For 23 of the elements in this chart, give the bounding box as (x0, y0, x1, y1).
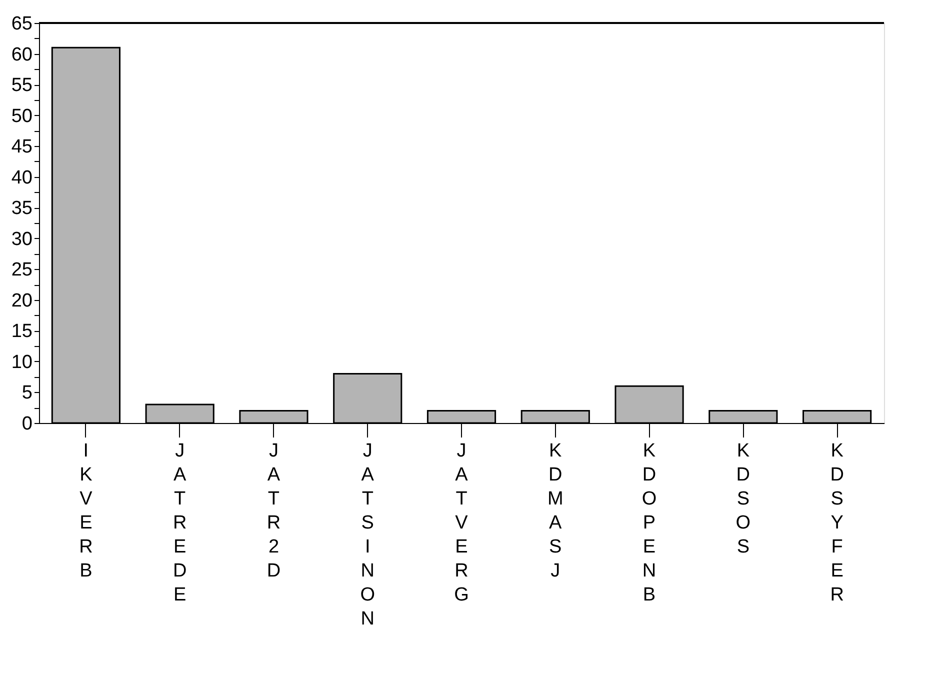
x-tick-label: JATSINON (360, 440, 375, 630)
y-tick-label: 20 (11, 290, 32, 312)
y-tick-label: 15 (11, 321, 32, 342)
x-tick-label: KDMASJ (547, 440, 564, 582)
y-tick-label: 25 (11, 260, 32, 281)
x-tick-label: KDSYFER (830, 440, 844, 606)
y-tick-label: 10 (11, 352, 32, 373)
y-tick-label: 65 (11, 14, 32, 34)
y-tick-label: 5 (22, 382, 32, 404)
x-tick-label: JATR2D (266, 440, 281, 582)
x-tick-label: KDSOS (736, 440, 751, 558)
y-tick-label: 55 (11, 75, 32, 96)
y-tick-label: 30 (11, 228, 32, 250)
x-tick-label: IKVERB (79, 440, 93, 582)
x-tick-label: JATVERG (454, 440, 469, 606)
y-tick-label: 50 (11, 106, 32, 127)
y-tick-label: 60 (11, 44, 32, 66)
x-tick-label: JATREDE (172, 440, 187, 606)
y-tick-label: 45 (11, 136, 32, 158)
y-tick-label: 40 (11, 167, 32, 188)
y-tick-label: 0 (22, 414, 32, 434)
y-tick-label: 35 (11, 198, 32, 220)
x-tick-label: KDOPENB (642, 440, 657, 606)
